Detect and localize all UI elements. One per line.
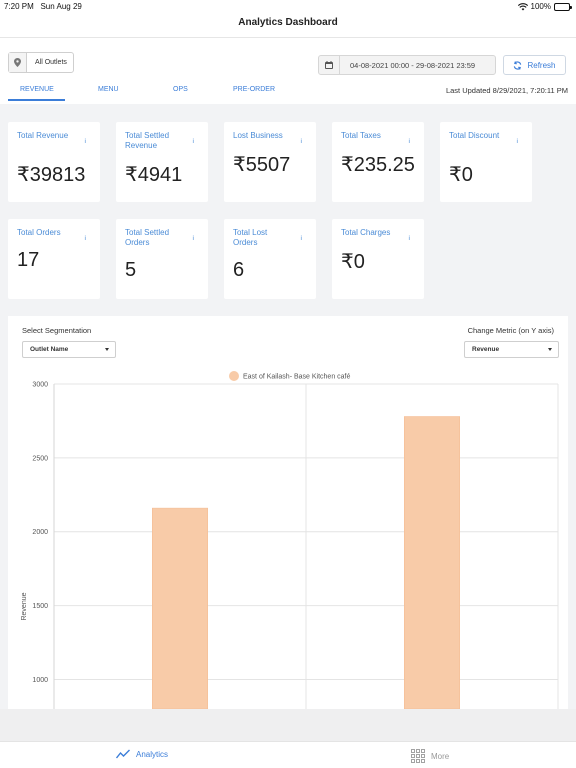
y-tick-label: 3000 [32, 382, 48, 389]
card-title: Total Revenue [17, 131, 69, 140]
y-tick-label: 1000 [32, 677, 48, 684]
wifi-icon [517, 2, 528, 10]
legend-label: East of Kailash- Base Kitchen café [243, 374, 350, 381]
nav-more-label: More [431, 751, 450, 761]
chart-bar [152, 507, 208, 709]
page-title: Analytics Dashboard [238, 17, 338, 28]
card-title: Total Settled Orders [125, 228, 170, 247]
segmentation-dropdown[interactable]: Outlet Name [22, 341, 116, 358]
card-total-settled-orders[interactable]: Total Settled Orders i 5 [116, 219, 208, 299]
info-icon[interactable]: i [516, 138, 518, 145]
location-pin-icon [9, 53, 27, 72]
calendar-icon [319, 56, 340, 74]
card-title: Total Charges [341, 228, 391, 237]
info-icon[interactable]: i [192, 138, 194, 145]
card-total-settled-revenue[interactable]: Total Settled Revenue i ₹4941 [116, 122, 208, 202]
tab-bar-background [0, 709, 576, 741]
y-axis-label: Revenue [21, 592, 28, 620]
card-value: ₹39813 [17, 164, 86, 186]
card-total-revenue[interactable]: Total Revenue i ₹39813 [8, 122, 100, 202]
metric-label: Change Metric (on Y axis) [467, 326, 554, 335]
card-value: 5 [125, 259, 137, 281]
info-icon[interactable]: i [84, 138, 86, 145]
nav-divider [0, 37, 576, 38]
nav-analytics-label: Analytics [136, 749, 169, 759]
status-bar: 7:20 PM Sun Aug 29 100% [0, 0, 576, 14]
y-tick-label: 2000 [32, 529, 48, 536]
analytics-chart-icon [116, 749, 130, 759]
card-title: Total Taxes [341, 131, 381, 140]
tab-revenue[interactable]: REVENUE [20, 86, 54, 93]
refresh-button[interactable]: Refresh [503, 55, 566, 75]
card-title: Total Discount [449, 131, 500, 140]
info-icon[interactable]: i [300, 235, 302, 242]
active-tab-indicator [8, 99, 65, 101]
nav-analytics[interactable]: Analytics [116, 749, 168, 759]
card-value: 17 [17, 249, 40, 271]
card-value: ₹235.25 [341, 154, 415, 176]
card-total-taxes[interactable]: Total Taxes i ₹235.25 [332, 122, 424, 202]
card-total-lost-orders[interactable]: Total Lost Orders i 6 [224, 219, 316, 299]
revenue-bar-chart: East of Kailash- Base Kitchen café 1000 15… [21, 371, 559, 709]
info-icon[interactable]: i [84, 235, 86, 242]
chart-bar [404, 416, 460, 709]
nav-more[interactable]: More [411, 749, 449, 763]
card-value: ₹0 [341, 251, 365, 273]
outlet-selector-label: All Outlets [35, 59, 67, 66]
y-tick-label: 2500 [32, 455, 48, 462]
card-total-discount[interactable]: Total Discount i ₹0 [440, 122, 532, 202]
date-range-picker[interactable]: 04-08-2021 00:00 - 29-08-2021 23:59 [318, 55, 496, 75]
metric-selected: Revenue [472, 346, 500, 353]
refresh-label: Refresh [527, 60, 556, 70]
info-icon[interactable]: i [408, 235, 410, 242]
card-title: Total Orders [17, 228, 61, 237]
outlet-selector[interactable]: All Outlets [8, 52, 74, 73]
segmentation-label: Select Segmentation [22, 326, 92, 335]
metric-dropdown[interactable]: Revenue [464, 341, 559, 358]
card-value: ₹4941 [125, 164, 183, 186]
card-value: 6 [233, 259, 245, 281]
card-total-orders[interactable]: Total Orders i 17 [8, 219, 100, 299]
legend-swatch [229, 371, 239, 381]
tab-menu[interactable]: MENU [98, 86, 119, 93]
last-updated-text: Last Updated 8/29/2021, 7:20:11 PM [445, 86, 568, 95]
tab-pre-order[interactable]: PRE-ORDER [233, 86, 276, 93]
chart-panel: Select Segmentation Outlet Name Change M… [8, 316, 568, 709]
chevron-down-icon [105, 348, 109, 351]
y-tick-label: 1500 [32, 603, 48, 610]
info-icon[interactable]: i [192, 235, 194, 242]
grid-more-icon [411, 749, 425, 763]
status-indicators: 100% [517, 2, 572, 11]
battery-icon [554, 2, 572, 11]
segmentation-selected: Outlet Name [30, 346, 69, 353]
refresh-icon [514, 60, 522, 70]
info-icon[interactable]: i [408, 138, 410, 145]
status-time: 7:20 PM Sun Aug 29 [4, 2, 82, 11]
tab-ops[interactable]: OPS [173, 86, 188, 93]
chevron-down-icon [548, 348, 552, 351]
card-title: Total Lost Orders [233, 228, 268, 247]
bottom-nav: Analytics More [0, 741, 576, 768]
info-icon[interactable]: i [300, 138, 302, 145]
card-total-charges[interactable]: Total Charges i ₹0 [332, 219, 424, 299]
card-title: Lost Business [233, 131, 283, 140]
battery-percent: 100% [530, 2, 551, 11]
card-lost-business[interactable]: Lost Business i ₹5507 [224, 122, 316, 202]
date-range-label: 04-08-2021 00:00 - 29-08-2021 23:59 [350, 60, 476, 70]
card-title: Total Settled Revenue [125, 131, 170, 150]
card-value: ₹5507 [233, 154, 291, 176]
card-value: ₹0 [449, 164, 473, 186]
